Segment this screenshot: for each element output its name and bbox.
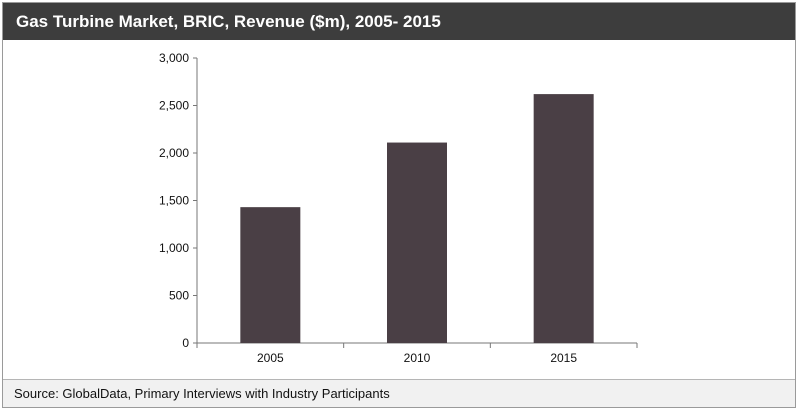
y-tick-label: 1,000 bbox=[159, 241, 189, 255]
y-tick-label: 3,000 bbox=[159, 51, 189, 65]
chart-title: Gas Turbine Market, BRIC, Revenue ($m), … bbox=[3, 3, 795, 40]
bar-2005 bbox=[240, 207, 301, 343]
chart-frame: Gas Turbine Market, BRIC, Revenue ($m), … bbox=[2, 2, 796, 408]
y-tick-label: 1,500 bbox=[159, 194, 189, 208]
y-axis: 0 500 1,000 1,500 2,000 2,500 3,000 bbox=[159, 51, 198, 350]
y-tick-label: 500 bbox=[169, 289, 189, 303]
y-tick-label: 0 bbox=[182, 336, 189, 350]
x-axis: 2005 2010 2015 bbox=[196, 342, 638, 365]
bar-2010 bbox=[387, 142, 447, 343]
x-tick-label: 2010 bbox=[404, 351, 431, 365]
source-note: Source: GlobalData, Primary Interviews w… bbox=[3, 379, 795, 407]
x-tick-label: 2005 bbox=[257, 351, 284, 365]
bars bbox=[240, 94, 594, 343]
y-tick-label: 2,500 bbox=[159, 99, 189, 113]
y-tick-label: 2,000 bbox=[159, 146, 189, 160]
x-tick-label: 2015 bbox=[550, 351, 577, 365]
bar-2015 bbox=[533, 94, 594, 343]
